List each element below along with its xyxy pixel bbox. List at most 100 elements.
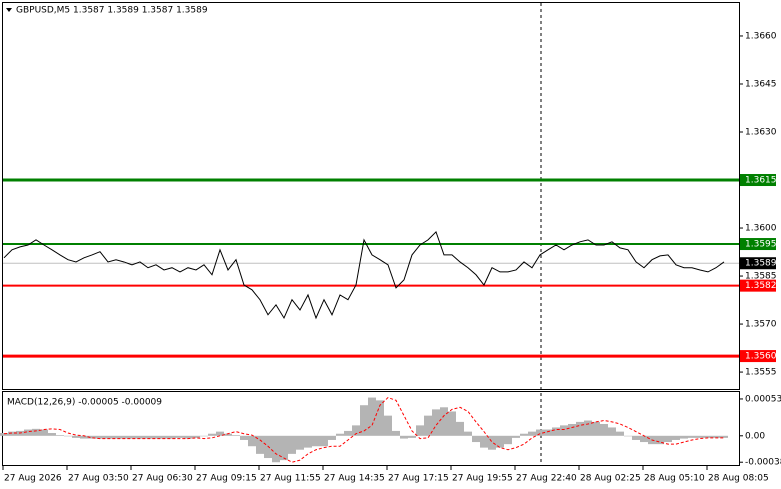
macd-bar — [200, 435, 208, 437]
macd-bar — [440, 407, 448, 436]
macd-bar — [496, 435, 504, 448]
macd-bar — [304, 435, 312, 448]
macd-bar — [240, 435, 248, 440]
macd-bar — [432, 409, 440, 436]
macd-bar — [328, 435, 336, 440]
macd-bar — [152, 435, 160, 439]
x-tick-label: 27 Aug 11:55 — [260, 474, 321, 484]
macd-bar — [112, 435, 120, 439]
macd-bar — [664, 435, 672, 443]
macd-bar — [408, 435, 416, 438]
macd-bar — [448, 411, 456, 436]
macd-bar — [616, 431, 624, 436]
current-price-label: 1.3589 — [745, 259, 777, 269]
macd-bar — [296, 435, 304, 450]
y-tick-label: 1.3660 — [745, 31, 777, 41]
x-tick-label: 27 Aug 22:40 — [516, 474, 577, 484]
macd-bar — [320, 435, 328, 447]
macd-bar — [464, 431, 472, 436]
x-tick-label: 27 Aug 09:15 — [196, 474, 257, 484]
level-label: 1.3595 — [745, 240, 777, 250]
x-tick-label: 28 Aug 02:25 — [580, 474, 641, 484]
macd-bar — [32, 428, 40, 436]
macd-bar — [288, 435, 296, 454]
macd-bar — [416, 425, 424, 436]
x-tick-label: 27 Aug 14:35 — [324, 474, 385, 484]
macd-bar — [352, 425, 360, 436]
macd-bar — [640, 435, 648, 443]
macd-bar — [592, 421, 600, 436]
x-tick-label: 27 Aug 19:55 — [452, 474, 513, 484]
macd-bar — [40, 429, 48, 436]
macd-bar — [136, 435, 144, 439]
macd-bar — [368, 397, 376, 436]
macd-bar — [0, 433, 8, 436]
y-tick-label: 1.3645 — [745, 79, 777, 89]
macd-bar — [192, 435, 200, 438]
x-tick-label: 27 Aug 03:50 — [68, 474, 129, 484]
macd-bar — [512, 435, 520, 438]
y-tick-label: 1.3585 — [745, 272, 777, 282]
macd-bar — [24, 429, 32, 436]
macd-bar — [216, 431, 224, 436]
macd-bar — [608, 427, 616, 436]
macd-bar — [104, 435, 112, 439]
macd-bar — [336, 433, 344, 436]
macd-bar — [232, 435, 240, 436]
x-tick-label: 27 Aug 2026 — [4, 474, 62, 484]
macd-bar — [184, 435, 192, 439]
macd-bar — [720, 435, 728, 438]
macd-bar — [64, 435, 72, 437]
chart-title: GBPUSD,M5 1.3587 1.3589 1.3587 1.3589 — [16, 6, 208, 16]
macd-tick-label: 0.00 — [745, 431, 765, 441]
level-label-box — [740, 238, 776, 251]
macd-bar — [688, 435, 696, 438]
macd-bar — [264, 435, 272, 459]
x-tick-label: 27 Aug 17:15 — [388, 474, 449, 484]
macd-bar — [680, 435, 688, 439]
level-label: 1.3582 — [745, 281, 777, 291]
macd-bar — [56, 435, 64, 436]
macd-bar — [424, 415, 432, 436]
macd-bar — [552, 427, 560, 436]
price-line — [3, 230, 725, 320]
level-label-box — [740, 350, 776, 363]
current-price-box — [740, 257, 776, 270]
macd-bar — [544, 429, 552, 436]
x-tick-label: 28 Aug 05:10 — [644, 474, 705, 484]
price-panel — [2, 2, 740, 390]
macd-bar — [400, 435, 408, 439]
macd-bar — [248, 435, 256, 447]
macd-bar — [224, 433, 232, 436]
menu-arrow — [6, 8, 12, 12]
macd-bar — [560, 425, 568, 436]
macd-bar — [600, 423, 608, 436]
macd-bar — [280, 435, 288, 461]
macd-bar — [704, 435, 712, 438]
level-label-box — [740, 279, 776, 292]
macd-bar — [120, 435, 128, 439]
macd-panel — [2, 391, 740, 466]
macd-bar — [528, 431, 536, 436]
macd-bar — [344, 430, 352, 436]
macd-signal — [3, 396, 724, 463]
macd-bar — [656, 435, 664, 445]
level-label: 1.3615 — [745, 176, 777, 186]
macd-bar — [96, 435, 104, 439]
macd-bar — [256, 435, 264, 454]
x-tick-label: 28 Aug 08:05 — [708, 474, 769, 484]
macd-bar — [384, 415, 392, 436]
macd-bar — [272, 435, 280, 463]
macd-tick-label: 0.00053 — [745, 394, 781, 404]
macd-bar — [128, 435, 136, 439]
macd-bar — [576, 421, 584, 436]
macd-bar — [472, 435, 480, 443]
macd-bar — [208, 433, 216, 436]
x-tick-label: 27 Aug 06:30 — [132, 474, 193, 484]
macd-bar — [480, 435, 488, 448]
macd-tick-label: -0.00038 — [745, 458, 781, 468]
macd-bar — [176, 435, 184, 438]
macd-bar — [160, 435, 168, 439]
macd-bar — [712, 435, 720, 438]
